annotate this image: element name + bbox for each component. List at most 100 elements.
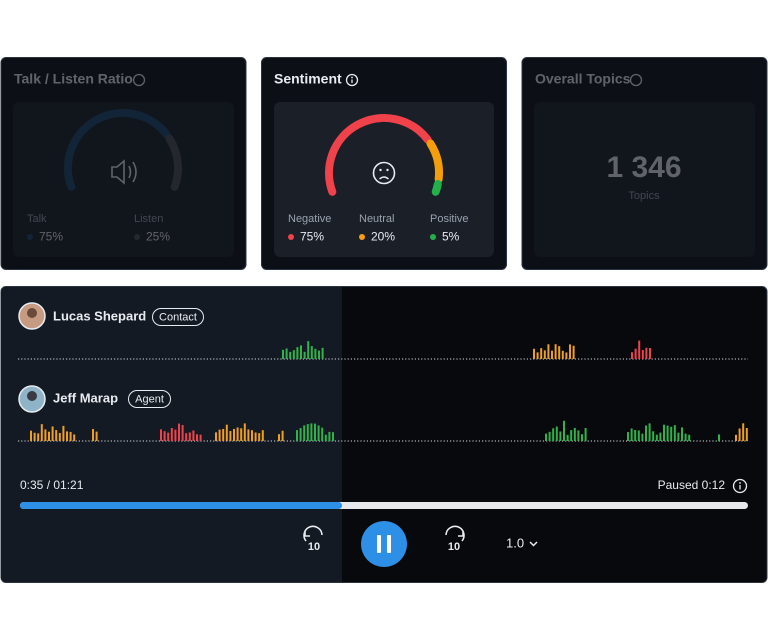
forward-seconds: 10 <box>448 541 460 553</box>
time-position: 0:35 / 01:21 <box>20 478 84 492</box>
role: Contact <box>159 311 197 323</box>
wave-bar <box>318 350 320 359</box>
wave-bar <box>565 352 568 359</box>
wave-bar <box>196 434 198 441</box>
speaker-row: Jeff Marap Agent <box>18 385 171 413</box>
wave-bar <box>314 348 317 359</box>
info-icon <box>629 73 643 87</box>
topic-count: 1 346 <box>606 151 681 184</box>
wave-bar <box>652 431 655 441</box>
speed-chevron[interactable] <box>529 541 538 547</box>
speaker-row: Lucas Shepard Contact <box>18 302 204 330</box>
role-badge <box>152 308 204 326</box>
wave-bar <box>555 426 558 441</box>
wave-bar <box>677 432 680 441</box>
pause-button[interactable] <box>361 521 407 567</box>
waveform <box>18 340 748 442</box>
wave-bar <box>296 347 299 359</box>
wave-bar <box>225 424 228 441</box>
card <box>521 57 768 270</box>
wave-bar <box>543 350 546 359</box>
wave-bar <box>30 430 32 441</box>
wave-bar <box>573 427 576 441</box>
card <box>0 57 247 270</box>
wave-bar <box>306 424 309 441</box>
wave-bar <box>648 423 651 441</box>
wave-bar <box>569 344 571 359</box>
wave-bar <box>229 431 232 441</box>
wave-bar <box>215 432 217 441</box>
wave-bar <box>62 425 65 441</box>
forward-button[interactable] <box>445 525 465 542</box>
wave-bar <box>666 425 669 441</box>
legend-value: 5% <box>442 230 460 244</box>
wave-bar <box>627 432 629 441</box>
wave-bar <box>638 340 641 359</box>
gauge-segment <box>64 109 171 191</box>
wave-bar <box>545 433 547 441</box>
wave-bar <box>321 427 324 441</box>
wave-bar <box>58 432 61 441</box>
wave-bar <box>160 429 162 441</box>
legend-value: 75% <box>300 230 324 244</box>
legend-label: Neutral <box>359 213 394 225</box>
wave-bar <box>218 429 221 441</box>
role-badge <box>128 390 171 408</box>
wave-bar <box>332 432 334 441</box>
wave-bar <box>681 427 683 441</box>
wave-bar <box>673 425 676 441</box>
sad-face-icon <box>372 161 396 185</box>
gauge-segment <box>325 114 432 196</box>
role: Agent <box>135 393 164 405</box>
wave-bar <box>251 430 253 441</box>
legend-dot <box>134 234 140 240</box>
info-icon <box>132 73 146 87</box>
wave-bar <box>188 432 191 441</box>
legend-label: Negative <box>288 213 331 225</box>
speaker-icon <box>111 159 137 185</box>
wave-bar <box>561 350 564 359</box>
wave-bar <box>745 427 748 441</box>
rewind-button[interactable] <box>303 525 323 542</box>
wave-bar <box>310 346 313 359</box>
card-title: Overall Topics <box>535 71 631 87</box>
wave-bar <box>303 425 306 441</box>
wave-bar <box>303 351 306 359</box>
speed[interactable]: 1.0 <box>506 535 524 550</box>
speaker-name: Jeff Marap <box>53 390 118 405</box>
wave-bar <box>300 345 302 359</box>
gauge-segment <box>426 139 443 184</box>
wave-bar <box>48 431 50 441</box>
wave-bar <box>738 428 741 441</box>
wave-bar <box>641 433 644 441</box>
legend-dot <box>359 234 365 240</box>
wave-bar <box>192 430 195 441</box>
wave-bar <box>282 349 284 359</box>
panel <box>534 102 755 257</box>
wave-bar <box>55 430 58 441</box>
wave-bar <box>688 434 691 441</box>
wave-bar <box>649 347 651 359</box>
wave-bar <box>559 431 562 441</box>
wave-bar <box>222 428 225 441</box>
wave-bar <box>581 434 583 441</box>
legend-value: 25% <box>146 230 170 244</box>
wave-bar <box>73 434 76 441</box>
wave-bar <box>289 351 292 359</box>
wave-bar <box>563 420 565 441</box>
wave-bar <box>572 345 575 359</box>
legend-value: 20% <box>371 230 395 244</box>
wave-bar <box>663 424 665 441</box>
legend-value: 75% <box>39 230 63 244</box>
wave-bar <box>631 352 633 359</box>
wave-bar <box>69 431 72 441</box>
info-icon[interactable] <box>732 478 748 494</box>
topic-caption: Topics <box>628 190 660 202</box>
wave-bar <box>163 431 166 441</box>
wave-bar <box>174 429 177 441</box>
wave-bar <box>314 423 316 441</box>
wave-bar <box>645 347 648 359</box>
wave-bar <box>659 432 662 441</box>
panel <box>274 102 494 257</box>
